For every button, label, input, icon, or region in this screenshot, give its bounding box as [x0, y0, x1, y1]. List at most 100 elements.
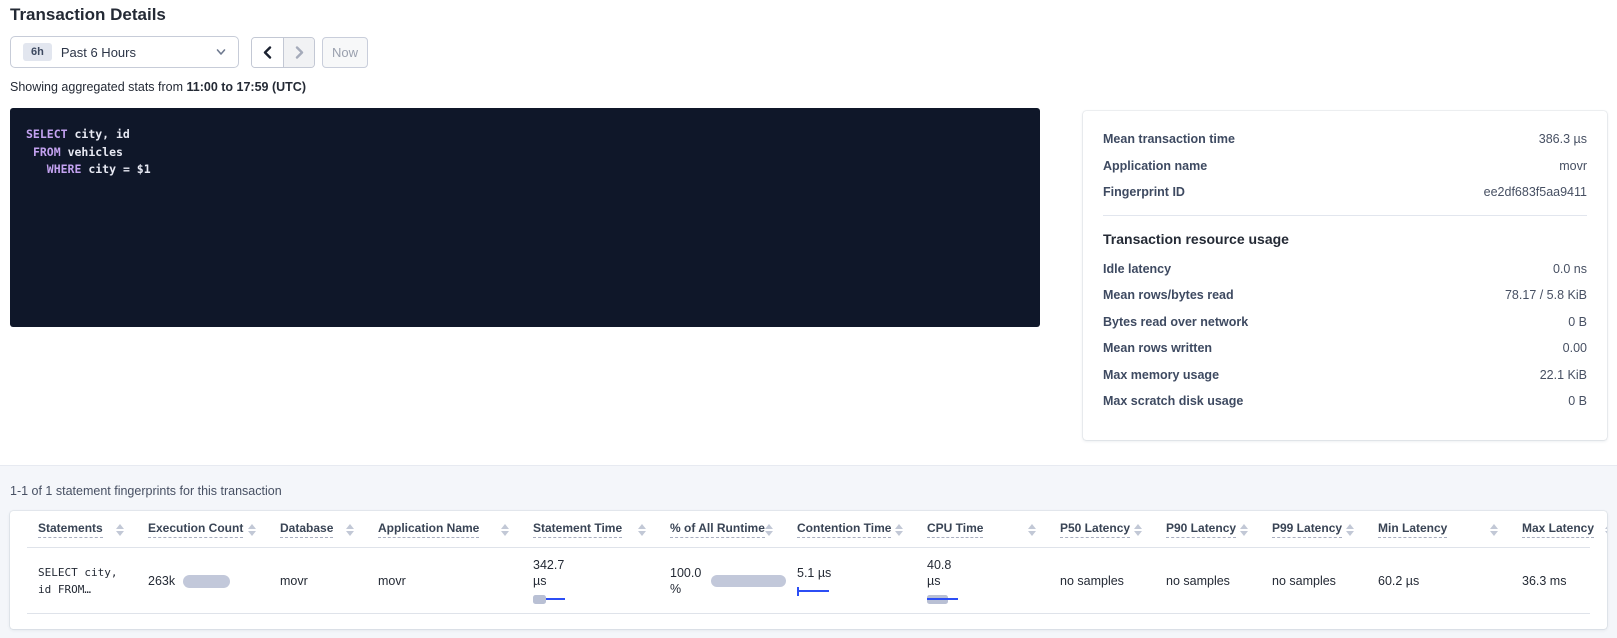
sort-icon[interactable] — [1134, 523, 1142, 536]
resource-row: Idle latency 0.0 ns — [1103, 256, 1587, 283]
cell-p99-latency: no samples — [1272, 574, 1336, 588]
cell-application-name: movr — [378, 574, 406, 588]
column-header-contention-time[interactable]: Contention Time — [797, 521, 927, 538]
resource-value: 0 B — [1568, 394, 1587, 409]
resource-label: Idle latency — [1103, 261, 1172, 276]
summary-label: Application name — [1103, 158, 1208, 173]
sort-icon[interactable] — [1346, 523, 1354, 536]
sql-keyword: SELECT — [26, 127, 68, 141]
summary-rows: Mean transaction time 386.3 µs Application… — [1103, 126, 1587, 206]
resource-value: 0 B — [1568, 314, 1587, 329]
column-header-p99-latency[interactable]: P99 Latency — [1272, 521, 1378, 538]
resource-label: Mean rows/bytes read — [1103, 288, 1234, 303]
resource-label: Max memory usage — [1103, 367, 1220, 382]
sort-icon[interactable] — [765, 523, 773, 536]
sort-icon[interactable] — [346, 523, 354, 536]
resource-label: Mean rows written — [1103, 341, 1213, 356]
cell-p90-latency: no samples — [1166, 574, 1230, 588]
statement-text-line1: SELECT city, — [38, 566, 118, 579]
resource-label: Bytes read over network — [1103, 314, 1249, 329]
card-divider — [1103, 214, 1587, 216]
statement-time-value: 342.7 — [533, 557, 565, 572]
time-range-dropdown[interactable]: 6h Past 6 Hours — [10, 36, 239, 68]
column-header-label: P99 Latency — [1272, 521, 1343, 538]
cell-statement[interactable]: SELECT city, id FROM… — [38, 564, 148, 598]
column-header--of-all-runtime[interactable]: % of All Runtime — [670, 521, 797, 538]
sql-statement-box: SELECT city, id FROM vehicles WHERE city… — [10, 108, 1040, 327]
statements-table: Statements Execution Count Database Applica… — [10, 511, 1607, 629]
statements-section: 1-1 of 1 statement fingerprints for this… — [0, 465, 1617, 638]
cell-max-latency: 36.3 ms — [1522, 574, 1567, 588]
time-range-label: Past 6 Hours — [60, 44, 136, 60]
sort-icon[interactable] — [1605, 523, 1607, 536]
sql-keyword: WHERE — [46, 162, 82, 176]
sort-icon[interactable] — [895, 523, 903, 536]
now-button[interactable]: Now — [322, 36, 368, 68]
resource-value: 0.0 ns — [1552, 261, 1587, 276]
column-header-statements[interactable]: Statements — [38, 521, 148, 538]
runtime-pct-value: 100.0 — [670, 565, 702, 580]
column-header-label: Statements — [38, 521, 103, 538]
sort-icon[interactable] — [248, 523, 256, 536]
sort-icon[interactable] — [1028, 523, 1036, 536]
next-interval-button[interactable] — [283, 37, 314, 67]
column-header-min-latency[interactable]: Min Latency — [1378, 521, 1522, 538]
column-header-p90-latency[interactable]: P90 Latency — [1166, 521, 1272, 538]
statements-table-header: Statements Execution Count Database Applica… — [10, 511, 1607, 548]
sql-line-3: WHERE city = $1 — [46, 162, 151, 176]
resource-value: 22.1 KiB — [1539, 367, 1587, 382]
stats-prefix: Showing aggregated stats from — [10, 80, 187, 94]
column-header-database[interactable]: Database — [280, 521, 378, 538]
column-header-statement-time[interactable]: Statement Time — [533, 521, 670, 538]
contention-time-value: 5.1 µs — [797, 565, 832, 580]
column-header-cpu-time[interactable]: CPU Time — [927, 521, 1060, 538]
resource-label: Max scratch disk usage — [1103, 394, 1244, 409]
column-header-application-name[interactable]: Application Name — [378, 521, 533, 538]
summary-label: Mean transaction time — [1103, 132, 1235, 147]
column-header-max-latency[interactable]: Max Latency — [1522, 521, 1607, 538]
column-header-label: CPU Time — [927, 521, 984, 538]
cell-p50-latency: no samples — [1060, 574, 1124, 588]
resource-row: Bytes read over network 0 B — [1103, 309, 1587, 336]
sort-icon[interactable] — [638, 523, 646, 536]
resource-row: Max scratch disk usage 0 B — [1103, 388, 1587, 415]
column-header-p50-latency[interactable]: P50 Latency — [1060, 521, 1166, 538]
execution-count-value: 263k — [148, 574, 176, 588]
sql-line-2: FROM vehicles — [32, 144, 123, 159]
column-header-label: Contention Time — [797, 521, 892, 538]
chevron-right-icon — [294, 45, 305, 59]
time-toolbar: 6h Past 6 Hours Now — [10, 36, 368, 68]
previous-interval-button[interactable] — [252, 37, 283, 67]
column-header-label: Execution Count — [148, 521, 244, 538]
summary-label: Fingerprint ID — [1103, 185, 1185, 200]
contention-time-bar — [797, 586, 829, 596]
sort-icon[interactable] — [116, 523, 124, 536]
sort-icon[interactable] — [1240, 523, 1248, 536]
aggregated-stats-line: Showing aggregated stats from 11:00 to 1… — [10, 80, 306, 94]
resource-usage-heading: Transaction resource usage — [1103, 230, 1289, 247]
runtime-pct-unit: % — [670, 581, 682, 596]
summary-value: 386.3 µs — [1538, 132, 1587, 147]
resource-value: 0.00 — [1562, 341, 1587, 356]
time-pager — [251, 36, 315, 68]
sort-icon[interactable] — [501, 523, 509, 536]
sort-icon[interactable] — [1490, 523, 1498, 536]
column-header-label: Database — [280, 521, 334, 538]
fingerprints-count-line: 1-1 of 1 statement fingerprints for this… — [10, 484, 282, 498]
stats-range: 11:00 to 17:59 (UTC) — [186, 80, 306, 94]
column-header-label: Max Latency — [1522, 521, 1595, 538]
cell-contention-time: 5.1 µs — [797, 565, 927, 596]
column-header-label: P50 Latency — [1060, 521, 1131, 538]
column-header-label: Application Name — [378, 521, 480, 538]
resource-rows: Idle latency 0.0 ns Mean rows/bytes read 78… — [1103, 256, 1587, 415]
cell-execution-count: 263k — [148, 574, 280, 588]
resource-row: Max memory usage 22.1 KiB — [1103, 362, 1587, 389]
table-row[interactable]: SELECT city, id FROM… 263k movr movr 342… — [10, 548, 1607, 614]
transaction-details-card: Mean transaction time 386.3 µs Application… — [1083, 111, 1607, 440]
cell-statement-time: 342.7 µs — [533, 557, 670, 604]
sql-keyword: FROM — [32, 144, 61, 159]
sql-line-1: SELECT city, id — [26, 127, 130, 141]
column-header-execution-count[interactable]: Execution Count — [148, 521, 280, 538]
statement-time-bar — [533, 594, 583, 604]
